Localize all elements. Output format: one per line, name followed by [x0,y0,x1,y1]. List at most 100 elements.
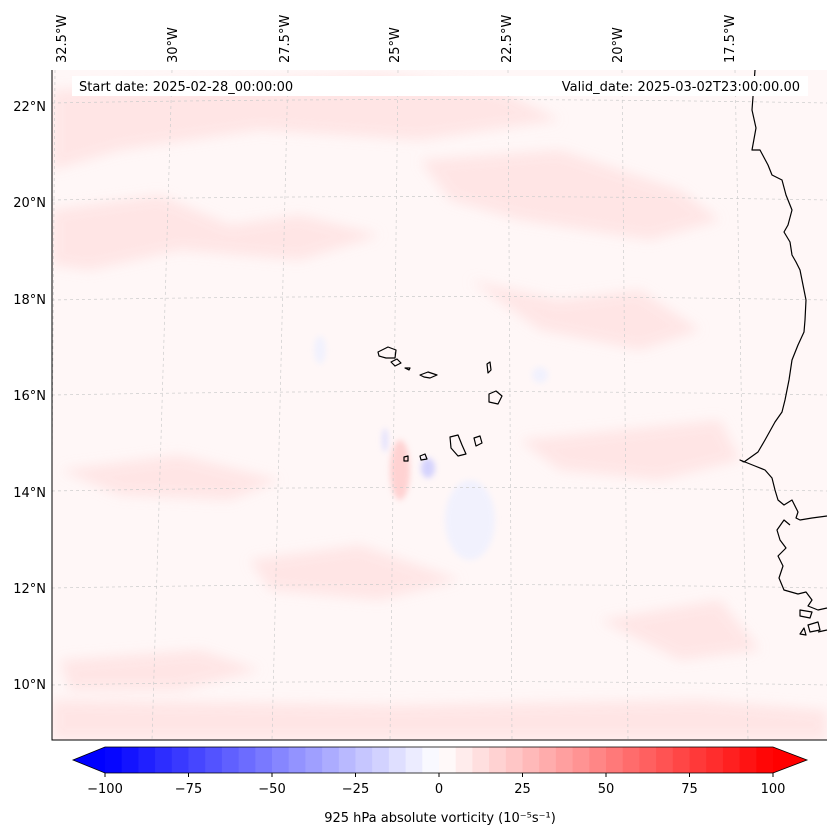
colorbar-segment [155,747,173,773]
colorbar: −100 −75 −50 −25 0 25 50 75 100 925 hPa … [71,746,809,826]
lon-label: 22.5°W [500,15,515,63]
colorbar-tick-label: −75 [175,782,202,797]
lon-label: 32.5°W [55,15,70,63]
colorbar-segment [372,747,390,773]
colorbar-segment [739,747,757,773]
africa-coastline [739,69,828,521]
colorbar-segment [121,747,139,773]
colorbar-ticks: −100 −75 −50 −25 0 25 50 75 100 [87,773,785,797]
colorbar-segment [756,747,774,773]
colorbar-segment [422,747,440,773]
colorbar-segment [672,747,690,773]
gridlines [52,70,827,740]
colorbar-segment [722,747,741,773]
island-sao-nicolau [419,371,438,379]
lon-label: 25°W [388,27,403,63]
island-fogo [419,453,428,461]
colorbar-segment [455,747,473,773]
colorbar-segment [405,747,423,773]
colorbar-segment [606,747,624,773]
colorbar-segments [105,747,774,773]
colorbar-segment [689,747,707,773]
colorbar-min-extend [73,747,105,773]
valid-date-label: Valid_date: 2025-03-02T23:00:00.00 [562,80,800,95]
island-santo-antao [377,346,397,359]
island-sao-vicente [390,358,402,367]
colorbar-tick: 0 [435,773,443,797]
colorbar-tick: −25 [342,773,369,797]
map-frame [51,70,827,741]
island-maio [473,435,483,447]
colorbar-segment [656,747,674,773]
lat-label: 14°N [13,486,46,501]
colorbar-tick: 50 [598,773,615,797]
colorbar-tick: −100 [87,773,123,797]
colorbar-label: 925 hPa absolute vorticity (10⁻⁵s⁻¹) [324,811,556,826]
lat-label: 18°N [13,293,46,308]
island-santa-luzia [404,367,411,371]
colorbar-segment [205,747,223,773]
lat-label: 16°N [13,389,46,404]
colorbar-tick-label: 25 [514,782,531,797]
colorbar-tick: −75 [175,773,202,797]
colorbar-segment [589,747,607,773]
latitude-labels: 22°N 20°N 18°N 16°N 14°N 12°N 10°N [13,100,46,693]
coastline [377,69,828,636]
lon-label: 17.5°W [723,15,738,63]
longitude-labels: 32.5°W 30°W 27.5°W 25°W 22.5°W 20°W 17.5… [55,15,738,63]
lon-label: 30°W [166,27,181,63]
colorbar-segment [539,747,557,773]
colorbar-tick-label: 50 [598,782,615,797]
colorbar-tick: −50 [258,773,286,797]
island-boa-vista [488,390,503,405]
colorbar-segment [439,747,457,773]
colorbar-segment [238,747,256,773]
colorbar-tick-label: −100 [87,782,123,797]
colorbar-segment [706,747,724,773]
colorbar-segment [472,747,490,773]
colorbar-max-extend [773,747,807,773]
start-date-label: Start date: 2025-02-28_00:00:00 [79,80,293,95]
colorbar-segment [622,747,640,773]
colorbar-segment [639,747,657,773]
colorbar-segment [572,747,590,773]
colorbar-segment [555,747,574,773]
vorticity-field [52,75,827,740]
colorbar-segment [338,747,356,773]
island-brava [403,455,409,462]
lat-label: 12°N [13,582,46,597]
lat-label: 20°N [13,196,46,211]
colorbar-tick: 25 [514,773,531,797]
island-santiago [449,434,467,457]
lon-label: 20°W [611,27,626,63]
colorbar-tick-label: −25 [342,782,369,797]
colorbar-tick-label: 100 [761,782,786,797]
colorbar-segment [489,747,507,773]
colorbar-segment [105,747,123,773]
colorbar-tick: 75 [681,773,698,797]
lon-label: 27.5°W [278,15,293,63]
colorbar-tick-label: 75 [681,782,698,797]
colorbar-segment [221,747,240,773]
map-panel: Start date: 2025-02-28_00:00:00 Valid_da… [51,69,828,741]
colorbar-segment [288,747,306,773]
colorbar-tick-label: 0 [435,782,443,797]
colorbar-segment [305,747,323,773]
colorbar-segment [188,747,206,773]
colorbar-segment [255,747,273,773]
colorbar-segment [388,747,407,773]
lat-label: 22°N [13,100,46,115]
colorbar-segment [138,747,156,773]
info-bar [72,76,808,96]
colorbar-tick: 100 [761,773,786,797]
colorbar-segment [322,747,340,773]
bijagos-islands [799,609,828,636]
lat-label: 10°N [13,678,46,693]
colorbar-segment [171,747,189,773]
colorbar-segment [505,747,523,773]
colorbar-segment [355,747,373,773]
colorbar-segment [522,747,540,773]
africa-coastline-south [776,519,828,611]
island-sal [486,361,492,374]
